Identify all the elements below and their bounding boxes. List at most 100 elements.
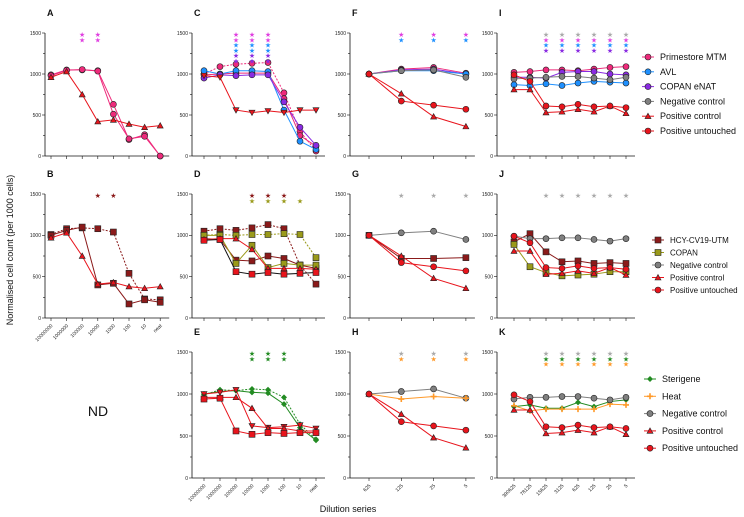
- significance-star: ★: [265, 31, 271, 39]
- significance-star: ★: [95, 36, 101, 44]
- x-tick-label: 125: [587, 483, 597, 493]
- significance-star: ★: [430, 31, 436, 39]
- significance-star: ★: [575, 42, 581, 50]
- data-point: [574, 79, 582, 87]
- data-point: [265, 386, 271, 393]
- y-tick-label: 500: [180, 434, 189, 440]
- data-point: [216, 394, 224, 402]
- series-line: [368, 234, 467, 289]
- x-tick-label: 1000: [259, 483, 271, 495]
- series-positive-control: [47, 67, 164, 130]
- data-point: [248, 431, 256, 438]
- data-point: [462, 444, 470, 451]
- significance-star: ★: [623, 47, 629, 55]
- x-tick-label: 3125: [553, 483, 565, 495]
- significance-star: ★: [607, 36, 613, 44]
- series-line: [50, 232, 161, 289]
- data-point: [510, 247, 518, 254]
- significance-star: ★: [575, 31, 581, 39]
- data-point: [365, 232, 373, 239]
- data-point: [622, 235, 630, 242]
- x-tick-label: 100000: [70, 323, 86, 339]
- data-point: [591, 406, 597, 413]
- y-tick-label: 500: [485, 113, 494, 119]
- data-point: [606, 76, 614, 84]
- series-positive-untouched: [365, 232, 470, 275]
- data-point: [622, 63, 630, 70]
- y-tick-label: 1500: [30, 31, 41, 37]
- data-point: [558, 234, 566, 242]
- data-point: [574, 262, 582, 270]
- x-tick-label: 125: [395, 483, 405, 493]
- data-point: [232, 268, 240, 276]
- legend-item: Negative control: [652, 261, 728, 270]
- legend-2: HCY-CV19-UTM COPAN Negative control Positiv…: [652, 236, 738, 295]
- data-point: [430, 393, 437, 400]
- legend-item: COPAN eNAT: [642, 82, 717, 92]
- significance-star: ★: [265, 47, 271, 55]
- legend-label: Negative control: [662, 409, 727, 419]
- data-point: [397, 252, 405, 259]
- data-point: [430, 113, 438, 120]
- legend-label: AVL: [660, 67, 676, 77]
- data-point: [542, 102, 550, 110]
- data-point: [574, 101, 582, 108]
- significance-star: ★: [559, 361, 565, 369]
- significance-star: ★: [559, 192, 565, 200]
- significance-star: ★: [559, 355, 565, 363]
- y-tick-label: 500: [485, 434, 494, 440]
- series-positive-control: [365, 70, 470, 130]
- significance-star: ★: [575, 36, 581, 44]
- data-point: [248, 224, 256, 232]
- data-point: [280, 270, 288, 278]
- data-point: [606, 264, 614, 271]
- legend-label: Positive untouched: [662, 443, 738, 453]
- data-point: [574, 421, 582, 429]
- series-negative-control: [365, 227, 470, 243]
- significance-star: ★: [623, 42, 629, 50]
- series-line: [368, 388, 467, 399]
- significance-star: ★: [265, 197, 271, 205]
- significance-star: ★: [591, 31, 597, 39]
- series-primestore-mtm: [47, 66, 164, 160]
- data-point: [200, 67, 208, 75]
- legend-item: Positive untouched: [652, 286, 738, 295]
- data-point: [542, 429, 550, 437]
- data-point: [264, 429, 272, 436]
- y-tick-label: 1500: [177, 31, 188, 37]
- y-tick-label: 0: [38, 154, 41, 160]
- data-point: [606, 423, 614, 431]
- data-point: [312, 429, 320, 436]
- data-point: [510, 406, 518, 413]
- panel-label: A: [47, 8, 54, 18]
- legend-item: HCY-CV19-UTM: [652, 236, 729, 245]
- significance-star: ★: [281, 355, 287, 363]
- series-hcy-cv19-utm: [200, 221, 320, 288]
- series-line: [368, 234, 466, 259]
- data-point: [232, 107, 240, 114]
- significance-star: ★: [591, 47, 597, 55]
- legend-marker-icon: [644, 112, 652, 119]
- significance-star: ★: [463, 350, 469, 358]
- data-point: [312, 280, 320, 288]
- data-point: [510, 85, 518, 93]
- x-tick-label: 25: [605, 483, 613, 491]
- data-point: [590, 108, 598, 115]
- significance-star: ★: [249, 42, 255, 50]
- nd-label: ND: [88, 403, 108, 419]
- y-tick-label: 1500: [335, 31, 346, 37]
- data-point: [622, 425, 630, 432]
- data-point: [430, 227, 437, 235]
- data-point: [558, 258, 566, 266]
- significance-star: ★: [623, 192, 629, 200]
- data-point: [248, 270, 256, 278]
- data-point: [558, 429, 566, 436]
- data-point: [312, 142, 320, 149]
- data-point: [558, 108, 566, 115]
- data-point: [590, 269, 598, 277]
- series-positive-control: [365, 231, 470, 291]
- y-tick-label: 1000: [177, 233, 188, 239]
- significance-star: ★: [559, 42, 565, 50]
- legend-item: Positive control: [652, 274, 724, 283]
